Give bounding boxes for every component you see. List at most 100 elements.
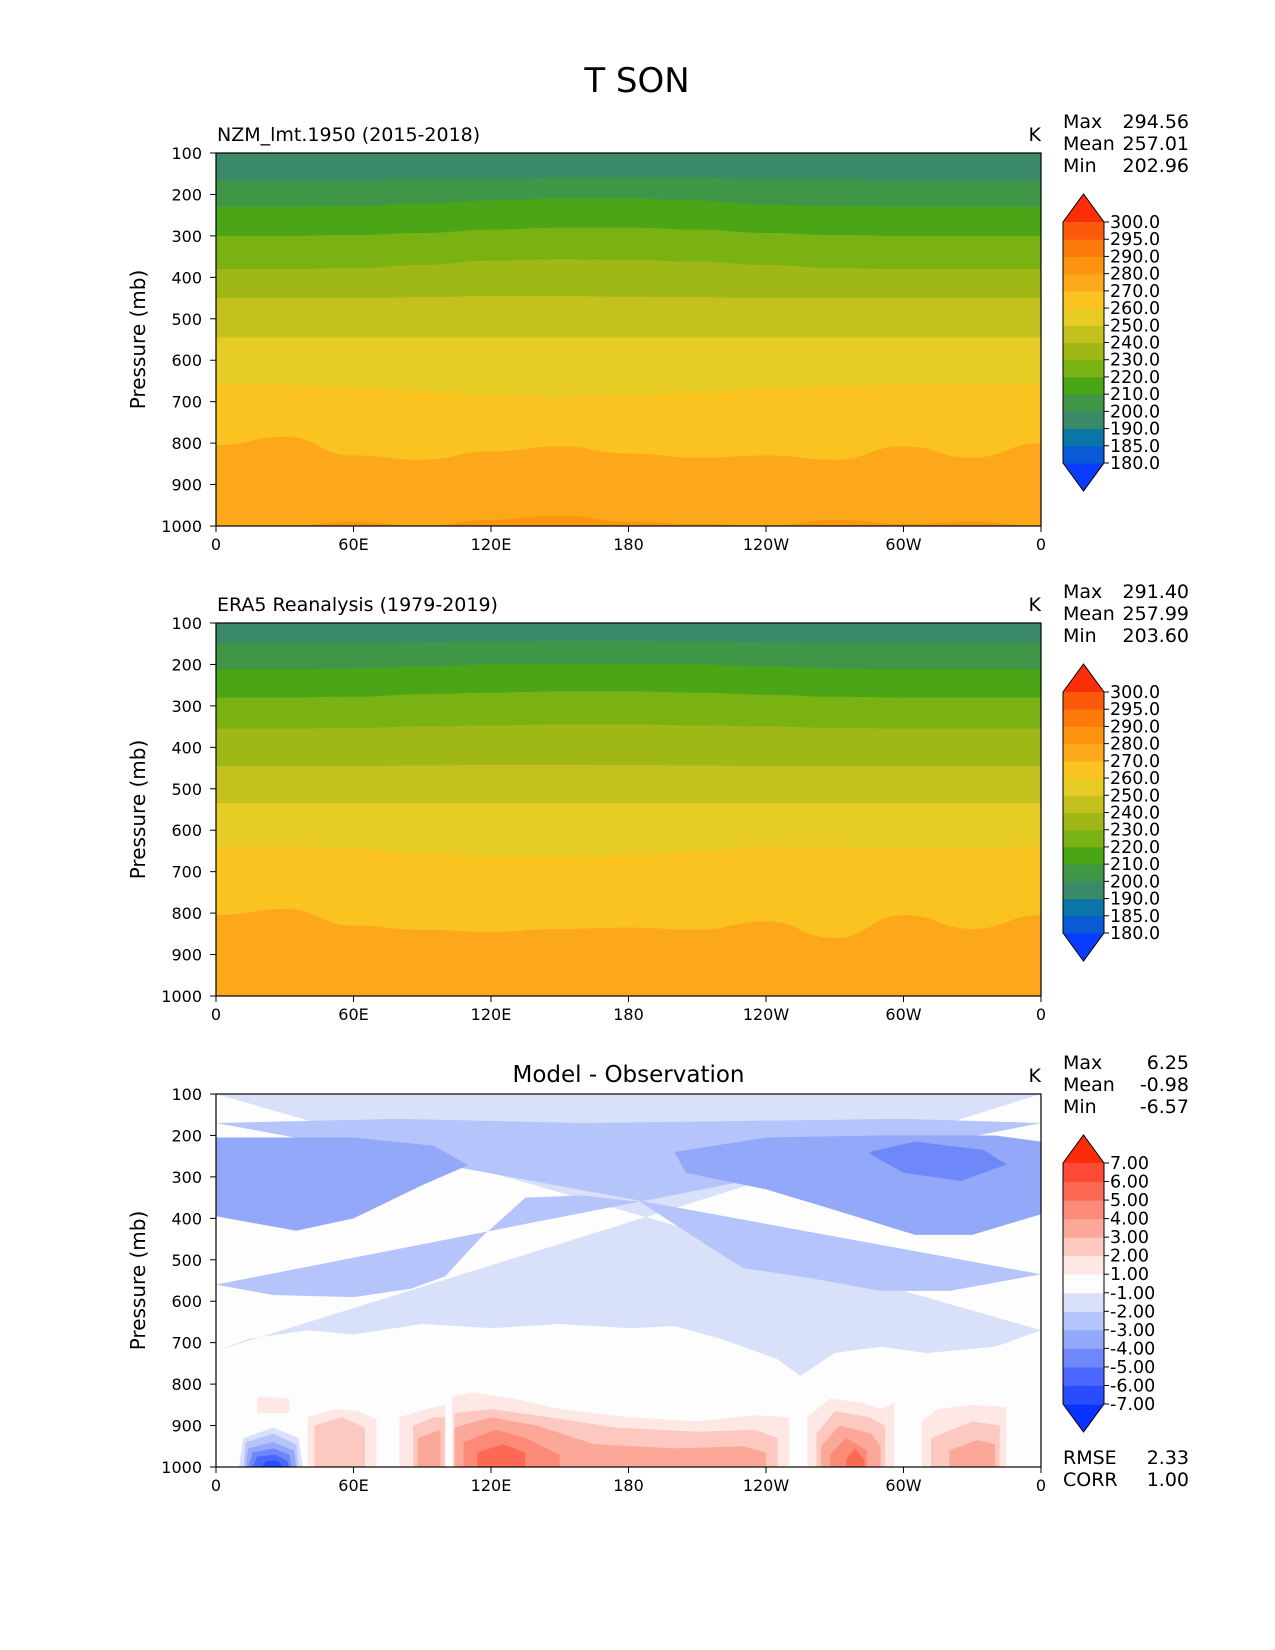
panel-difference: 100 200 300 400 500 600 700 800 900 1000 0 60E 120E 1… [126, 1052, 1189, 1495]
y-tick-label: 400 [171, 268, 202, 287]
x-tick-label: 0 [211, 1476, 221, 1495]
colorbar-segment [1063, 1366, 1104, 1386]
colorbar-label: 180.0 [1110, 924, 1160, 944]
stat-value: 294.56 [1123, 111, 1189, 133]
colorbar-label: 6.00 [1110, 1173, 1149, 1193]
stat-label: Min [1063, 155, 1097, 177]
figure-title: T SON [583, 61, 689, 101]
stat-label: Max [1063, 111, 1102, 133]
colorbar-label: 270.0 [1110, 282, 1160, 302]
contour-region-0 [216, 1094, 1041, 1376]
colorbar-label: 240.0 [1110, 334, 1160, 354]
colorbar-label: 180.0 [1110, 454, 1160, 474]
metric-label: CORR [1063, 1469, 1118, 1491]
stat-label: Mean [1063, 133, 1115, 155]
stat-value: 202.96 [1123, 155, 1189, 177]
colorbar-label: 2.00 [1110, 1247, 1149, 1267]
colorbar-segment [1063, 1292, 1104, 1312]
panel-title: NZM_lmt.1950 (2015-2018) [217, 124, 480, 146]
colorbar-label: -1.00 [1110, 1284, 1155, 1304]
colorbar-segment [1063, 1311, 1104, 1331]
y-tick-label: 100 [171, 144, 202, 163]
colorbar-segment [1063, 411, 1104, 430]
colorbar-label: 230.0 [1110, 821, 1160, 841]
colorbar-segment [1063, 359, 1104, 378]
y-tick-label: 700 [171, 863, 202, 882]
plot-area [216, 1094, 1041, 1467]
colorbar-segment [1063, 1200, 1104, 1220]
contour-region-22 [477, 1444, 526, 1467]
colorbar-label: 250.0 [1110, 316, 1160, 336]
colorbar-label: 295.0 [1110, 230, 1160, 250]
colorbar-segment [1063, 726, 1104, 745]
colorbar-segment [1063, 222, 1104, 240]
y-tick-label: 100 [171, 614, 202, 633]
colorbar-segment [1063, 1163, 1104, 1183]
stat-value: 291.40 [1123, 581, 1189, 603]
plot-area [216, 153, 1041, 526]
colorbar-segment [1063, 308, 1104, 326]
colorbar-label: 5.00 [1110, 1191, 1149, 1211]
colorbar: 7.006.005.004.003.002.001.00-1.00-2.00-3… [1062, 1134, 1155, 1433]
metric-value: 2.33 [1147, 1447, 1189, 1469]
colorbar-segment [1063, 1274, 1104, 1294]
x-tick-label: 0 [1036, 1005, 1046, 1024]
stat-value: 257.99 [1123, 603, 1189, 625]
y-tick-label: 300 [171, 1168, 202, 1187]
x-tick-label: 180 [613, 535, 644, 554]
x-tick-label: 0 [1036, 1476, 1046, 1495]
y-tick-label: 300 [171, 227, 202, 246]
y-tick-label: 100 [171, 1085, 202, 1104]
y-axis-label: Pressure (mb) [126, 740, 150, 880]
colorbar-label: 280.0 [1110, 265, 1160, 285]
x-tick-label: 120E [471, 1476, 512, 1495]
colorbar-segment [1063, 342, 1104, 361]
colorbar-extend-high [1063, 664, 1104, 692]
stat-value: 257.01 [1123, 133, 1189, 155]
x-tick-label: 120E [471, 535, 512, 554]
x-tick-label: 60W [885, 1005, 921, 1024]
colorbar-segment [1063, 239, 1104, 257]
colorbar-segment [1063, 1237, 1104, 1257]
colorbar-segment [1063, 394, 1104, 412]
colorbar-segment [1063, 864, 1104, 882]
colorbar-segment [1063, 898, 1104, 917]
contour-region-5 [257, 1396, 290, 1414]
contour-band-280 [216, 515, 1041, 526]
colorbar-label: 200.0 [1110, 872, 1160, 892]
colorbar-label: 290.0 [1110, 717, 1160, 737]
colorbar-label: -2.00 [1110, 1302, 1155, 1322]
panel-observation: 100 200 300 400 500 600 700 800 900 1000 0 60E 120E 1… [126, 581, 1189, 1024]
y-tick-label: 800 [171, 904, 202, 923]
x-tick-label: 0 [211, 1005, 221, 1024]
colorbar-segment [1063, 829, 1104, 848]
y-tick-label: 600 [171, 821, 202, 840]
units-label: K [1029, 1065, 1042, 1087]
y-tick-label: 400 [171, 1209, 202, 1228]
contour-band-270 [216, 908, 1041, 996]
colorbar-label: -5.00 [1110, 1358, 1155, 1378]
y-tick-label: 700 [171, 1334, 202, 1353]
colorbar-label: 220.0 [1110, 838, 1160, 858]
y-tick-label: 700 [171, 393, 202, 412]
colorbar-segment [1063, 1348, 1104, 1368]
colorbar-label: 1.00 [1110, 1265, 1149, 1285]
y-tick-label: 900 [171, 946, 202, 965]
y-tick-label: 900 [171, 1417, 202, 1436]
colorbar-segment [1063, 709, 1104, 727]
colorbar-segment [1063, 915, 1104, 934]
x-tick-label: 120W [743, 535, 790, 554]
colorbar: 300.0295.0290.0280.0270.0260.0250.0240.0… [1062, 193, 1160, 492]
contour-region-19 [949, 1440, 996, 1467]
colorbar-segment [1063, 692, 1104, 710]
colorbar-label: 200.0 [1110, 402, 1160, 422]
colorbar-extend-high [1063, 1135, 1104, 1163]
colorbar-segment [1063, 256, 1104, 275]
stat-label: Mean [1063, 603, 1115, 625]
colorbar-segment [1063, 743, 1104, 762]
x-tick-label: 120E [471, 1005, 512, 1024]
colorbar-segment [1063, 428, 1104, 447]
colorbar-label: 220.0 [1110, 368, 1160, 388]
contour-region-4 [869, 1141, 1007, 1182]
